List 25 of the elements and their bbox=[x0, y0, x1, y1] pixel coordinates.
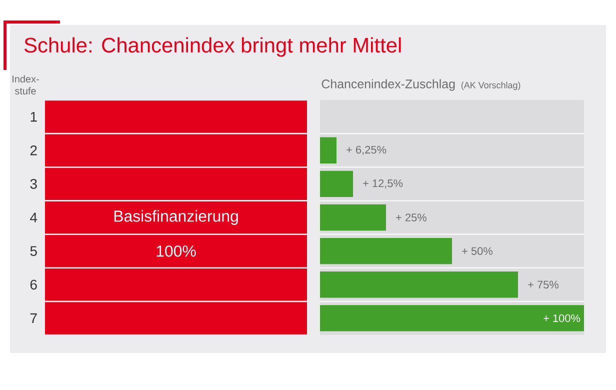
y-tick-label: 1 bbox=[30, 112, 37, 122]
bar bbox=[320, 272, 518, 298]
data-label: + 12,5% bbox=[363, 179, 403, 188]
bar bbox=[320, 170, 354, 198]
data-label: + 6,25% bbox=[346, 146, 386, 155]
data-label: + 75% bbox=[528, 280, 558, 289]
bar bbox=[320, 305, 584, 332]
data-label: + 50% bbox=[462, 247, 492, 255]
bar bbox=[320, 204, 386, 231]
text: (AK Vorschlag) bbox=[461, 82, 520, 90]
y-axis-title: Index-stufe bbox=[12, 75, 39, 94]
y-tick-label: 6 bbox=[30, 280, 37, 290]
bar bbox=[320, 137, 337, 164]
annotation: 100% bbox=[156, 245, 196, 257]
x-axis-title: Chancenindex-Zuschlag bbox=[322, 79, 455, 91]
y-tick-label: 5 bbox=[30, 246, 37, 256]
data-label: + 25% bbox=[396, 214, 426, 222]
y-tick-label: 2 bbox=[30, 145, 37, 156]
y-tick-label: 3 bbox=[30, 178, 37, 189]
chart-title: Schule: Chancenindex bringt mehr Mittel bbox=[24, 37, 401, 57]
y-tick-label: 7 bbox=[30, 313, 37, 324]
bar bbox=[320, 238, 452, 264]
annotation: Basisfinanzierung bbox=[114, 210, 238, 225]
data-label: + 100% bbox=[544, 314, 580, 322]
y-tick-label: 4 bbox=[30, 212, 38, 222]
